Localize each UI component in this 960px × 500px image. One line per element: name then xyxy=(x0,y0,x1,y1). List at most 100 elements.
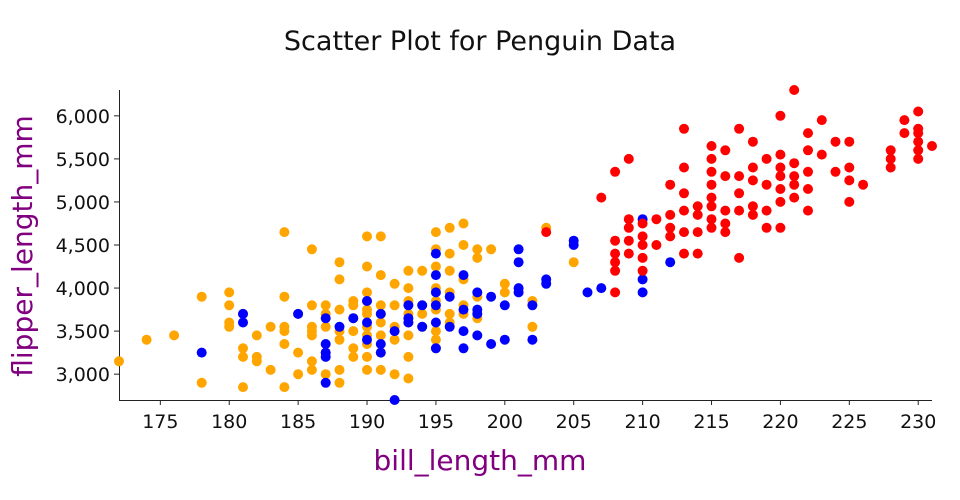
scatter-point xyxy=(720,227,731,238)
scatter-point xyxy=(430,343,441,354)
scatter-point xyxy=(568,240,579,250)
scatter-point xyxy=(430,317,441,328)
scatter-point xyxy=(830,166,841,177)
scatter-point xyxy=(334,304,345,315)
chart-title: Scatter Plot for Penguin Data xyxy=(284,26,676,57)
scatter-point xyxy=(679,162,689,173)
scatter-point xyxy=(141,334,152,345)
scatter-point xyxy=(403,373,414,384)
x-tick-label: 225 xyxy=(831,411,867,433)
scatter-point xyxy=(720,218,731,229)
scatter-point xyxy=(803,128,813,139)
scatter-point xyxy=(623,235,634,246)
scatter-point xyxy=(499,278,510,289)
scatter-point xyxy=(458,218,469,229)
scatter-point xyxy=(679,227,689,238)
y-tick-label: 3,000 xyxy=(56,364,110,386)
scatter-point xyxy=(679,123,689,134)
scatter-point xyxy=(320,377,331,388)
scatter-point xyxy=(375,231,386,242)
scatter-point xyxy=(761,222,772,233)
scatter-point xyxy=(389,369,400,380)
scatter-point xyxy=(692,201,703,212)
scatter-point xyxy=(265,364,276,375)
scatter-point xyxy=(293,308,304,319)
scatter-point xyxy=(306,300,317,311)
scatter-point xyxy=(334,321,345,332)
scatter-point xyxy=(375,308,386,319)
scatter-point xyxy=(375,364,386,375)
scatter-point xyxy=(499,300,510,311)
x-axis-ticks: 175 180 185 190 195 200 205 210 215 220 225 230 xyxy=(142,400,936,433)
scatter-point xyxy=(596,283,607,294)
scatter-point xyxy=(844,175,855,186)
scatter-point xyxy=(320,300,331,311)
x-tick-label: 200 xyxy=(487,411,523,433)
scatter-point xyxy=(251,356,262,367)
x-tick-label: 195 xyxy=(418,411,454,433)
scatter-point xyxy=(348,351,359,362)
scatter-point xyxy=(444,291,455,302)
scatter-point xyxy=(430,270,441,281)
scatter-point xyxy=(665,222,676,233)
scatter-point xyxy=(747,201,758,212)
scatter-point xyxy=(527,321,538,332)
scatter-point xyxy=(486,244,497,255)
scatter-point xyxy=(513,287,524,298)
scatter-point xyxy=(238,351,248,362)
scatter-point xyxy=(610,166,621,177)
scatter-point xyxy=(238,317,248,328)
scatter-point xyxy=(637,252,648,263)
scatter-point xyxy=(320,351,331,362)
scatter-point xyxy=(761,179,772,190)
scatter-point xyxy=(375,330,386,341)
x-tick-label: 220 xyxy=(762,411,798,433)
x-tick-label: 210 xyxy=(624,411,660,433)
scatter-point xyxy=(679,205,689,216)
scatter-point xyxy=(403,265,414,276)
x-tick-label: 185 xyxy=(280,411,316,433)
scatter-point xyxy=(637,240,648,250)
scatter-point xyxy=(362,287,372,298)
scatter-point xyxy=(279,339,290,349)
scatter-point xyxy=(679,188,689,199)
scatter-point xyxy=(430,300,441,311)
scatter-point xyxy=(899,115,910,126)
scatter-point xyxy=(444,248,455,259)
x-tick-label: 190 xyxy=(349,411,385,433)
scatter-point xyxy=(196,377,207,388)
scatter-point xyxy=(362,364,372,375)
scatter-point xyxy=(623,222,634,233)
scatter-point xyxy=(610,257,621,268)
scatter-point xyxy=(458,304,469,315)
scatter-point xyxy=(527,300,538,311)
scatter-point xyxy=(775,196,786,207)
scatter-point xyxy=(444,321,455,332)
scatter-point xyxy=(913,136,924,147)
scatter-point xyxy=(913,128,924,139)
scatter-point xyxy=(706,166,717,177)
scatter-point xyxy=(734,188,745,199)
scatter-point xyxy=(706,192,717,203)
scatter-point xyxy=(238,382,248,393)
x-axis-label: bill_length_mm xyxy=(374,444,587,477)
scatter-point xyxy=(430,287,441,298)
scatter-point xyxy=(706,201,717,212)
scatter-point xyxy=(486,291,497,302)
scatter-point xyxy=(734,252,745,263)
scatter-point xyxy=(375,339,386,349)
scatter-point xyxy=(734,123,745,134)
scatter-point xyxy=(362,231,372,242)
scatter-point xyxy=(348,343,359,354)
scatter-point xyxy=(913,106,924,117)
scatter-point xyxy=(362,351,372,362)
scatter-point xyxy=(927,141,937,151)
scatter-point xyxy=(334,334,345,345)
scatter-point xyxy=(789,158,800,169)
scatter-point xyxy=(320,369,331,380)
scatter-point xyxy=(885,162,896,173)
y-tick-label: 5,500 xyxy=(56,149,110,171)
scatter-point xyxy=(623,153,634,164)
scatter-point xyxy=(596,192,607,203)
scatter-point xyxy=(306,356,317,367)
